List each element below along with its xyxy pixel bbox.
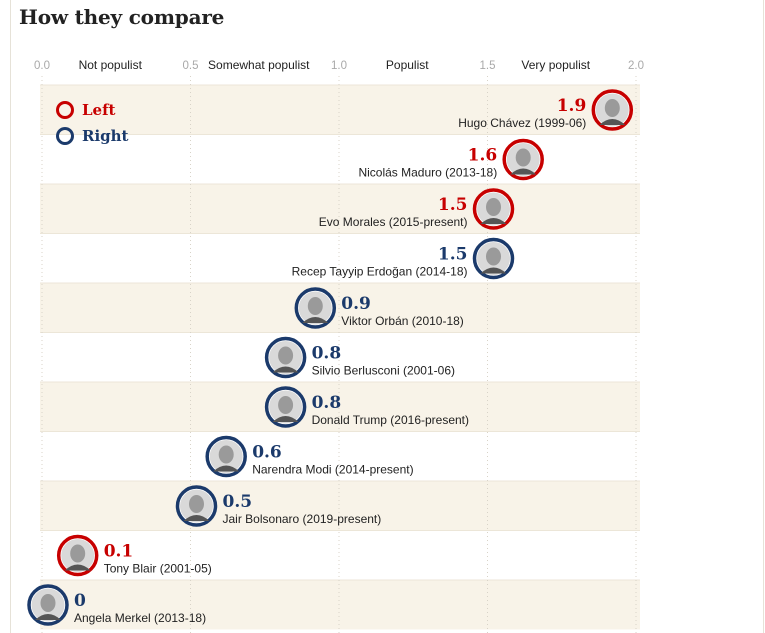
value-label: 1.5	[438, 195, 468, 215]
value-label: 0.8	[312, 344, 342, 364]
portrait-shoulders	[480, 267, 507, 274]
row-band	[40, 382, 640, 432]
legend: Left Right	[56, 101, 129, 145]
name-label: Donald Trump (2016-present)	[312, 413, 469, 427]
right-margin-rule	[763, 0, 764, 633]
portrait-head	[40, 594, 56, 612]
value-label: 1.5	[438, 245, 468, 265]
row-band	[40, 283, 640, 333]
portrait-head	[70, 544, 86, 563]
row-band	[40, 184, 640, 234]
value-label: 0.1	[104, 542, 134, 562]
left-margin-rule	[10, 0, 11, 633]
row-band	[40, 134, 640, 184]
zone-labels: Not populist Somewhat populist Populist Ver…	[79, 58, 591, 72]
portrait-shoulders	[510, 168, 537, 175]
portrait-shoulders	[272, 416, 299, 422]
portrait-shoulders	[302, 317, 329, 323]
portrait-shoulders	[183, 515, 210, 521]
portrait-shoulders	[35, 614, 61, 620]
value-label: 1.9	[557, 96, 587, 116]
zone-label: Populist	[386, 58, 429, 72]
zone-label: Very populist	[521, 58, 590, 72]
chart-title: How they compare	[19, 5, 225, 29]
portrait-head	[604, 99, 620, 117]
name-label: Angela Merkel (2013-18)	[74, 611, 206, 625]
name-label: Recep Tayyip Erdoğan (2014-18)	[292, 265, 468, 279]
zone-label: Somewhat populist	[208, 58, 310, 72]
legend-swatch	[56, 101, 74, 119]
name-label: Silvio Berlusconi (2001-06)	[312, 364, 455, 378]
portrait-shoulders	[599, 119, 626, 125]
name-label: Evo Morales (2015-present)	[319, 215, 468, 229]
value-label: 0.6	[252, 443, 282, 463]
value-label: 0	[74, 591, 86, 611]
value-label: 0.5	[223, 492, 253, 512]
name-label: Tony Blair (2001-05)	[104, 562, 212, 576]
portrait-shoulders	[272, 366, 299, 373]
portrait-head	[278, 396, 294, 414]
name-label: Nicolás Maduro (2013-18)	[358, 166, 497, 180]
tick-label: 2.0	[628, 60, 644, 72]
portrait-shoulders	[480, 218, 507, 224]
row-band	[40, 431, 640, 481]
row-bands	[40, 84, 640, 630]
row-band	[40, 481, 640, 531]
legend-label: Left	[82, 101, 116, 119]
value-label: 0.9	[341, 294, 371, 314]
row-band	[40, 530, 640, 580]
portrait-head	[278, 346, 294, 365]
legend-swatch	[56, 127, 74, 145]
row-band	[40, 332, 640, 382]
row-band	[40, 85, 640, 135]
portrait-head	[486, 247, 501, 266]
tick-label: 0.5	[183, 60, 199, 72]
name-label: Jair Bolsonaro (2019-present)	[223, 512, 382, 526]
gridlines	[41, 76, 637, 633]
name-label: Viktor Orbán (2010-18)	[341, 314, 464, 328]
portrait-head	[218, 445, 234, 464]
name-label: Narendra Modi (2014-present)	[252, 463, 413, 477]
portrait-shoulders	[213, 465, 240, 472]
portrait-shoulders	[64, 564, 91, 571]
portrait-head	[515, 148, 531, 167]
name-label: Hugo Chávez (1999-06)	[458, 116, 586, 130]
axis-ticks: 0.0 0.5 1.0 1.5 2.0	[34, 60, 644, 72]
row-band	[40, 233, 640, 283]
portrait-head	[486, 198, 501, 216]
tick-label: 0.0	[34, 60, 50, 72]
value-label: 1.6	[468, 146, 498, 166]
tick-label: 1.0	[331, 60, 347, 72]
portrait-head	[307, 297, 323, 315]
value-label: 0.8	[312, 393, 342, 413]
legend-label: Right	[82, 127, 129, 145]
tick-label: 1.5	[480, 60, 496, 72]
row-band	[40, 580, 640, 630]
portrait-head	[189, 495, 204, 513]
zone-label: Not populist	[79, 58, 143, 72]
